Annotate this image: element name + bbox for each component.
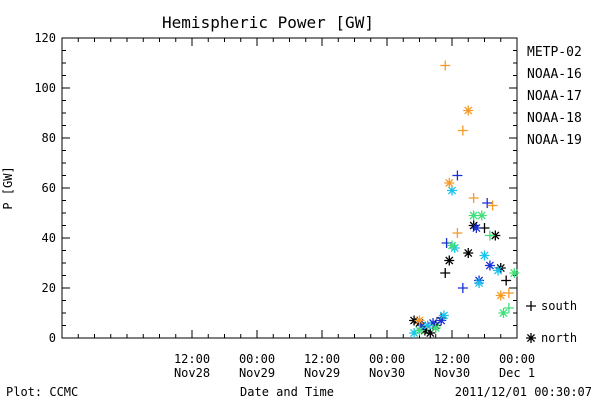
data-point (503, 303, 514, 313)
x-tick-time-label: 12:00 (304, 352, 340, 366)
legend-symbol-north (526, 333, 536, 343)
data-point (452, 170, 463, 181)
y-tick-label: 100 (34, 81, 56, 95)
data-point (452, 228, 463, 238)
x-tick-time-label: 00:00 (369, 352, 405, 366)
data-point (425, 328, 436, 338)
data-point (457, 283, 468, 293)
data-point (430, 323, 441, 333)
hemisphere-legend-label: north (541, 331, 577, 345)
plot-credit: Plot: CCMC (6, 385, 78, 399)
x-tick-date-label: Dec 1 (499, 366, 535, 380)
data-point (409, 328, 420, 338)
data-point (447, 185, 457, 196)
data-point (440, 268, 451, 278)
data-point (440, 60, 451, 71)
data-point (479, 250, 490, 261)
chart-title: Hemispheric Power [GW] (162, 13, 374, 32)
data-points (409, 60, 520, 338)
data-point (493, 265, 504, 276)
x-axis-label: Date and Time (240, 385, 334, 399)
data-point (509, 268, 520, 278)
data-point (474, 278, 485, 288)
data-point (438, 310, 449, 321)
x-tick-time-label: 00:00 (239, 352, 275, 366)
y-tick-label: 0 (49, 331, 56, 345)
timestamp: 2011/12/01 00:30:07 (455, 385, 592, 399)
x-tick-date-label: Nov30 (434, 366, 470, 380)
x-tick-date-label: Nov29 (239, 366, 275, 380)
y-tick-label: 120 (34, 31, 56, 45)
legend-symbol-south (526, 301, 536, 311)
x-tick-date-label: Nov28 (174, 366, 210, 380)
hemisphere-legend-label: south (541, 299, 577, 313)
data-point (447, 240, 457, 251)
data-point (436, 315, 447, 326)
y-tick-label: 60 (42, 181, 56, 195)
data-point (463, 248, 474, 258)
data-point (484, 230, 495, 241)
y-axis: 0 20 40 60 80 100 120 (34, 31, 517, 345)
x-tick-time-label: 12:00 (174, 352, 210, 366)
data-point (422, 320, 433, 331)
data-point (487, 200, 498, 211)
legend-entry: NOAA-19 (527, 133, 582, 148)
x-axis: 12:00Nov2800:00Nov2912:00Nov2900:00Nov30… (61, 38, 535, 380)
data-point (417, 320, 428, 331)
x-tick-time-label: 12:00 (434, 352, 470, 366)
data-point (495, 290, 506, 301)
data-point (463, 105, 474, 116)
data-point (444, 255, 455, 266)
data-point (501, 275, 512, 286)
y-tick-label: 20 (42, 281, 56, 295)
legend: METP-02 NOAA-16 NOAA-17 NOAA-18 NOAA-19 (527, 45, 582, 148)
data-point (409, 315, 420, 326)
data-point (414, 325, 425, 336)
y-tick-label: 80 (42, 131, 56, 145)
data-point (444, 178, 455, 188)
data-point (457, 125, 468, 136)
data-point (498, 308, 509, 318)
x-tick-date-label: Nov29 (304, 366, 340, 380)
data-point (419, 325, 430, 336)
data-point (471, 223, 482, 233)
hemisphere-legend: south north (526, 299, 577, 345)
x-tick-date-label: Nov30 (369, 366, 405, 380)
data-point (428, 318, 439, 328)
data-point (482, 198, 493, 208)
legend-entry: NOAA-17 (527, 89, 582, 104)
data-point (503, 288, 514, 298)
y-tick-label: 40 (42, 231, 56, 245)
data-point (414, 315, 425, 326)
data-point (484, 260, 495, 271)
x-tick-time-label: 00:00 (499, 352, 535, 366)
data-point (490, 230, 501, 241)
data-point (476, 210, 487, 221)
data-point (468, 193, 479, 203)
data-point (468, 210, 479, 221)
legend-entry: NOAA-16 (527, 67, 582, 82)
legend-entry: METP-02 (527, 45, 582, 60)
y-axis-label: P [GW] (1, 166, 15, 209)
legend-entry: NOAA-18 (527, 111, 582, 126)
